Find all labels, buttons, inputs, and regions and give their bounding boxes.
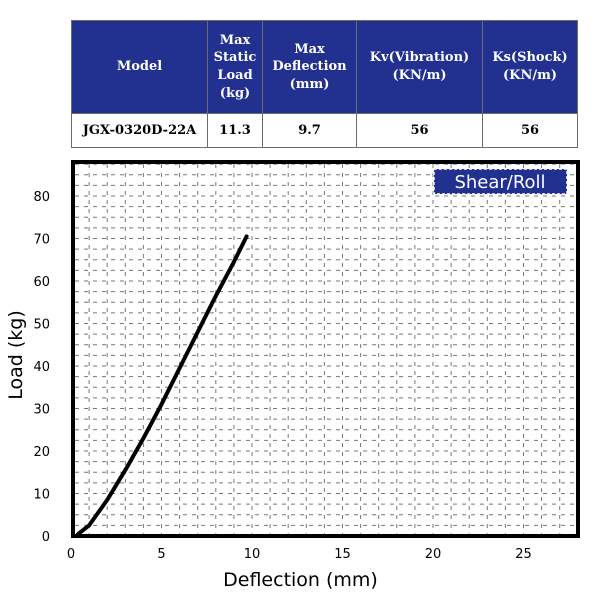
series-badge: Shear/Roll [433,168,568,195]
x-tick-labels: 0 5 10 15 20 25 [67,547,532,562]
y-tick-label: 10 [33,488,50,503]
badge-label: Shear/Roll [454,172,545,193]
load-deflection-chart: 0 5 10 15 20 25 0 10 20 30 40 50 60 70 80 Deflection … [5,160,580,591]
badge-background [433,168,568,195]
x-tick-label: 25 [515,547,532,562]
x-tick-label: 15 [334,547,351,562]
x-tick-label: 5 [157,547,165,562]
header-max-static-load: Max Static Load (kg) [207,20,263,114]
grid [75,163,576,534]
y-tick-label: 20 [33,445,50,460]
plot-frame [71,160,580,538]
header-max-deflection: Max Deflection (mm) [262,20,357,114]
x-tick-label: 10 [244,547,261,562]
cell-model: JGX-0320D-22A [71,113,208,148]
y-tick-label: 30 [33,403,50,418]
y-tick-label: 60 [33,275,50,290]
x-axis-label: Deflection (mm) [223,569,378,591]
cell-max-static-load: 11.3 [207,113,263,148]
x-tick-label: 0 [67,547,75,562]
y-tick-label: 80 [33,190,50,205]
cell-ks-shock: 56 [482,113,578,148]
y-tick-label: 0 [42,530,50,545]
y-tick-labels: 0 10 20 30 40 50 60 70 80 [33,190,50,545]
cell-kv-vibration: 56 [356,113,483,148]
spec-table: Model Max Static Load (kg) Max Deflectio… [71,20,578,148]
x-tick-label: 20 [425,547,442,562]
cell-max-deflection: 9.7 [262,113,357,148]
spec-table-header-row: Model Max Static Load (kg) Max Deflectio… [71,20,578,114]
series-line [76,234,249,536]
table-row: JGX-0320D-22A 11.3 9.7 56 56 [71,113,578,148]
header-kv-vibration: Kv(Vibration) (KN/m) [356,20,483,114]
header-model: Model [71,20,208,114]
y-tick-label: 40 [33,360,50,375]
y-tick-label: 70 [33,233,50,248]
y-axis-label: Load (kg) [5,310,27,400]
y-tick-label: 50 [33,318,50,333]
header-ks-shock: Ks(Shock) (KN/m) [482,20,578,114]
